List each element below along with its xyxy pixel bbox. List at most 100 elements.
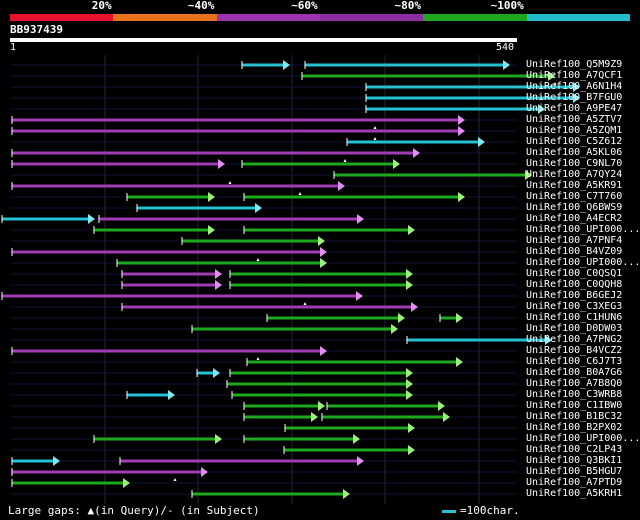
segment-arrowhead — [353, 434, 360, 444]
segment-arrowhead — [538, 104, 545, 114]
segment-arrowhead — [411, 302, 418, 312]
query-gap-marker — [256, 357, 260, 360]
hit-label[interactable]: UniRef100_A7QCF1 — [526, 70, 623, 81]
query-gap-marker — [553, 82, 557, 85]
hit-label[interactable]: UniRef100_C6J7T3 — [526, 356, 623, 367]
segment-arrowhead — [408, 423, 415, 433]
hit-label[interactable]: UniRef100_Q3BKI1 — [526, 455, 623, 466]
hit-label[interactable]: UniRef100_A5KRH1 — [526, 488, 623, 499]
segment-arrowhead — [356, 291, 363, 301]
query-gap-marker — [343, 159, 347, 162]
legend-segment — [526, 14, 630, 21]
hit-label[interactable]: UniRef100_B0A7G6 — [526, 367, 623, 378]
hit-label[interactable]: UniRef100_Q5M9Z9 — [526, 59, 623, 70]
hit-label[interactable]: UniRef100_B7FGU0 — [526, 92, 623, 103]
hit-label[interactable]: UniRef100_C1IBW0 — [526, 400, 623, 411]
hit-label[interactable]: UniRef100_A7B8Q0 — [526, 378, 623, 389]
scale-legend: =100char. — [442, 505, 520, 517]
query-gap-marker — [173, 478, 177, 481]
identity-color-legend — [10, 14, 630, 21]
hit-label[interactable]: UniRef100_C9NL70 — [526, 158, 623, 169]
segment-arrowhead — [456, 357, 463, 367]
hit-label[interactable]: UniRef100_B5HGU7 — [526, 466, 623, 477]
legend-percent-label: ~80% — [394, 0, 422, 12]
query-gap-marker — [298, 192, 302, 195]
hit-label[interactable]: UniRef100_B1BC32 — [526, 411, 623, 422]
segment-arrowhead — [123, 478, 130, 488]
hit-label[interactable]: UniRef100_A5ZTV7 — [526, 114, 623, 125]
hit-label[interactable]: UniRef100_D0DW03 — [526, 323, 623, 334]
hit-label[interactable]: UniRef100_B2PX02 — [526, 422, 623, 433]
segment-arrowhead — [406, 379, 413, 389]
query-gap-marker — [303, 302, 307, 305]
segment-arrowhead — [443, 412, 450, 422]
segment-arrowhead — [88, 214, 95, 224]
segment-arrowhead — [283, 60, 290, 70]
segment-arrowhead — [406, 390, 413, 400]
hit-label[interactable]: UniRef100_A9PE47 — [526, 103, 623, 114]
segment-arrowhead — [208, 192, 215, 202]
hit-label[interactable]: UniRef100_C1HUN6 — [526, 312, 623, 323]
hit-label[interactable]: UniRef100_A7PTD9 — [526, 477, 623, 488]
scale-swatch — [442, 509, 456, 513]
segment-arrowhead — [320, 247, 327, 257]
segment-arrowhead — [343, 489, 350, 499]
query-gap-marker — [256, 258, 260, 261]
segment-arrowhead — [218, 159, 225, 169]
segment-arrowhead — [255, 203, 262, 213]
hit-label[interactable]: UniRef100_Q6BWS9 — [526, 202, 623, 213]
segment-arrowhead — [408, 445, 415, 455]
segment-arrowhead — [503, 60, 510, 70]
hit-label[interactable]: UniRef100_C0QQH8 — [526, 279, 623, 290]
segment-arrowhead — [318, 236, 325, 246]
segment-arrowhead — [408, 225, 415, 235]
hit-label[interactable]: UniRef100_C3WRB8 — [526, 389, 623, 400]
segment-arrowhead — [406, 368, 413, 378]
segment-arrowhead — [456, 313, 463, 323]
ruler-end-label: 540 — [496, 42, 515, 53]
hit-label[interactable]: UniRef100_C3XEG3 — [526, 301, 623, 312]
segment-arrowhead — [438, 401, 445, 411]
segment-arrowhead — [357, 214, 364, 224]
hit-label[interactable]: UniRef100_UPI000... — [526, 224, 640, 235]
hit-label[interactable]: UniRef100_B4VZ09 — [526, 246, 623, 257]
legend-segment — [10, 14, 114, 21]
legend-segment — [423, 14, 527, 21]
hit-label[interactable]: UniRef100_A5KR91 — [526, 180, 623, 191]
hit-label[interactable]: UniRef100_UPI000... — [526, 433, 640, 444]
hit-label[interactable]: UniRef100_B6GEJ2 — [526, 290, 623, 301]
segment-arrowhead — [208, 225, 215, 235]
ruler-start-label: 1 — [10, 42, 17, 53]
hit-label[interactable]: UniRef100_UPI000... — [526, 257, 640, 268]
legend-percent-label: 20% — [91, 0, 112, 12]
query-id: BB937439 — [10, 23, 63, 36]
legend-percent-label: ~100% — [490, 0, 524, 12]
legend-segment — [113, 14, 217, 21]
segment-arrowhead — [573, 82, 580, 92]
hit-label[interactable]: UniRef100_A7PNF4 — [526, 235, 623, 246]
scale-text: =100char. — [460, 504, 520, 517]
query-gap-marker — [228, 181, 232, 184]
segment-arrowhead — [393, 159, 400, 169]
query-gap-marker — [373, 137, 377, 140]
segment-arrowhead — [413, 148, 420, 158]
segment-arrowhead — [215, 434, 222, 444]
segment-arrowhead — [458, 126, 465, 136]
hit-label[interactable]: UniRef100_C2LP43 — [526, 444, 623, 455]
segment-arrowhead — [215, 280, 222, 290]
hit-label[interactable]: UniRef100_A5ZQM1 — [526, 125, 623, 136]
legend-segment — [216, 14, 320, 21]
hit-label[interactable]: UniRef100_A4ECR2 — [526, 213, 623, 224]
hit-label[interactable]: UniRef100_A6N1H4 — [526, 81, 623, 92]
segment-arrowhead — [318, 401, 325, 411]
segment-arrowhead — [213, 368, 220, 378]
segment-arrowhead — [398, 313, 405, 323]
hit-label[interactable]: UniRef100_A5KL06 — [526, 147, 623, 158]
hit-label[interactable]: UniRef100_C5Z612 — [526, 136, 623, 147]
hit-label[interactable]: UniRef100_C0QSQ1 — [526, 268, 623, 279]
hit-label[interactable]: UniRef100_A7QY24 — [526, 169, 623, 180]
hit-label[interactable]: UniRef100_C7T760 — [526, 191, 623, 202]
segment-arrowhead — [357, 456, 364, 466]
hit-label[interactable]: UniRef100_A7PNG2 — [526, 334, 623, 345]
hit-label[interactable]: UniRef100_B4VCZ2 — [526, 345, 623, 356]
